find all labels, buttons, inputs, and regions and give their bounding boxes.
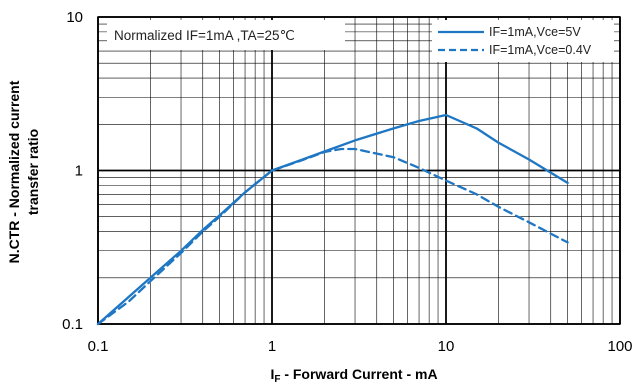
- x-tick-label: 10: [438, 338, 455, 355]
- y-tick-label: 10: [66, 9, 83, 26]
- annotation-text: Normalized IF=1mA ,TA=25℃: [114, 28, 295, 43]
- x-tick-label: 0.1: [88, 338, 109, 355]
- x-axis-title-symbol: I: [270, 366, 274, 382]
- y-axis-title-line2: transfer ratio: [25, 129, 41, 215]
- legend-label-vce5: IF=1mA,Vce=5V: [489, 25, 581, 39]
- y-tick-label: 1: [75, 163, 83, 180]
- series-line-vce-5v: [96, 113, 569, 326]
- y-tick-label: 0.1: [62, 316, 83, 333]
- annotation-box: [107, 20, 345, 50]
- x-axis-title-subscript: F: [274, 374, 280, 385]
- legend-label-vce04: IF=1mA,Vce=0.4V: [489, 43, 592, 57]
- x-axis-title-text: - Forward Current - mA: [280, 366, 437, 382]
- tick-labels: 0.1 1 10 100 0.1 1 10: [62, 9, 632, 355]
- grid: [97, 16, 621, 325]
- x-tick-label: 1: [268, 338, 276, 355]
- legend-box: [432, 20, 614, 62]
- series-layer: [96, 113, 569, 326]
- plot-frame: [97, 16, 621, 325]
- series-line-vce-0-4v: [96, 147, 569, 326]
- x-tick-label: 100: [607, 338, 632, 355]
- y-axis-title-line1: N.CTR - Normalized current: [6, 80, 22, 263]
- x-axis-title: IF - Forward Current - mA: [270, 366, 437, 385]
